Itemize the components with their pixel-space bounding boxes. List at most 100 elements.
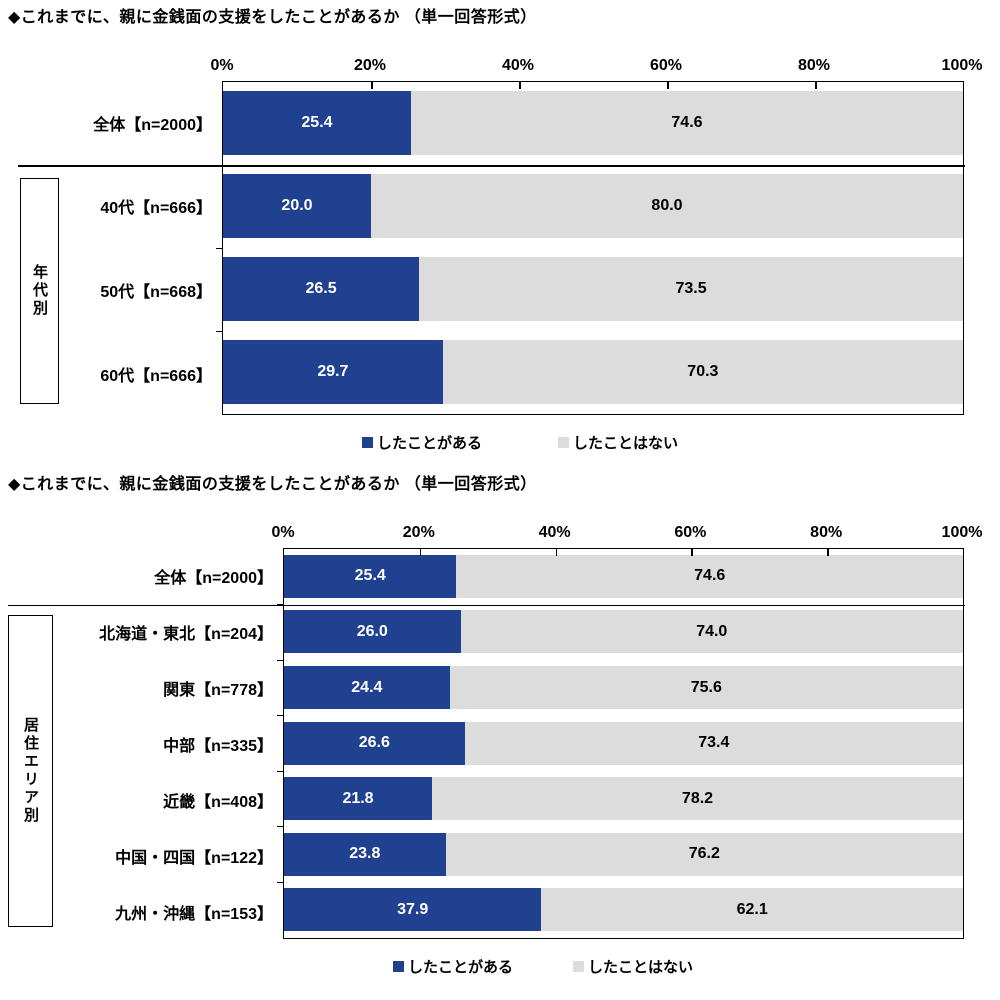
- bar-row: 20.0 80.0: [223, 165, 963, 248]
- bar-segment-no: 80.0: [371, 174, 963, 239]
- group-label-box: 年代別: [20, 177, 59, 404]
- bar-segment-no: 76.2: [445, 832, 963, 876]
- bar-segment-no: 74.0: [460, 610, 963, 654]
- bar-value-label: 26.0: [356, 622, 388, 640]
- chart-body: 0% 20% 40% 60% 80% 100% 全体【n=2000】 北海道・東北【n=20…: [8, 516, 982, 940]
- axis-tick-label: 0%: [210, 56, 234, 74]
- x-axis: 0% 20% 40% 60% 80% 100%: [271, 516, 982, 548]
- category-tick-mark: [277, 659, 284, 661]
- chart-canvas: 全体【n=2000】 北海道・東北【n=204】 関東【n=778】 中部【n=335…: [8, 547, 970, 940]
- bar-row: 21.8 78.2: [284, 771, 963, 827]
- category-tick-mark: [277, 770, 284, 772]
- bar-segment-no: 73.5: [419, 257, 963, 322]
- axis-tick-label: 20%: [353, 56, 387, 74]
- legend-label-no: したことはない: [573, 434, 679, 452]
- category-label: 50代【n=668】: [100, 284, 212, 302]
- bar-value-label: 73.5: [675, 280, 707, 298]
- legend: したことがある したことはない: [8, 956, 970, 977]
- bar-segment-no: 73.4: [464, 721, 963, 765]
- bar-segment-no: 74.6: [456, 554, 963, 598]
- bar-segment-yes: 26.0: [284, 610, 461, 654]
- bar-value-label: 21.8: [342, 789, 374, 807]
- stacked-bar: 26.6 73.4: [284, 721, 963, 765]
- bar-value-label: 74.0: [696, 622, 728, 640]
- bar-value-label: 70.3: [687, 363, 719, 381]
- bar-row: 25.4 74.6: [284, 549, 963, 605]
- bar-row: 25.4 74.6: [223, 82, 963, 165]
- axis-tick-mark: [519, 81, 521, 89]
- legend: したことがある したことはない: [8, 432, 970, 453]
- survey-report-page: ◆これまでに、親に金銭面の支援をしたことがあるか （単一回答形式） 0% 20% 4…: [8, 9, 982, 977]
- category-label: 九州・沖縄【n=153】: [115, 905, 273, 923]
- bar-value-label: 76.2: [688, 845, 720, 863]
- bar-value-label: 75.6: [690, 678, 722, 696]
- stacked-bar: 26.5 73.5: [223, 257, 963, 322]
- bar-value-label: 24.4: [351, 678, 383, 696]
- bar-segment-yes: 26.6: [284, 721, 465, 765]
- stacked-bar: 25.4 74.6: [284, 554, 963, 598]
- bar-segment-yes: 26.5: [223, 257, 420, 322]
- axis-tick-mark: [667, 81, 669, 89]
- bar-segment-no: 62.1: [541, 888, 963, 932]
- category-label: 中部【n=335】: [163, 737, 273, 755]
- axis-tick-label: 40%: [501, 56, 535, 74]
- stacked-bar: 29.7 70.3: [223, 340, 963, 405]
- axis-tick-label: 60%: [674, 523, 707, 541]
- bar-segment-yes: 23.8: [284, 832, 446, 876]
- bar-segment-yes: 21.8: [284, 777, 433, 821]
- legend-swatch-no-icon: [573, 960, 585, 972]
- category-label: 全体【n=2000】: [93, 116, 212, 134]
- axis-tick-label: 100%: [941, 56, 983, 74]
- stacked-bar: 25.4 74.6: [223, 91, 963, 156]
- plot-area: 25.4 74.6 20.0 80.0 26.5 73.5 29.7 70.3: [216, 80, 964, 415]
- bar-row: 37.9 62.1: [284, 882, 963, 938]
- group-label-box: 居住エリア別: [8, 615, 53, 927]
- bar-value-label: 78.2: [681, 789, 714, 807]
- category-label: 40代【n=666】: [100, 200, 212, 218]
- bar-value-label: 74.6: [694, 567, 726, 585]
- bar-row: 29.7 70.3: [223, 331, 963, 414]
- axis-tick-mark: [827, 548, 829, 556]
- bar-segment-no: 70.3: [442, 340, 963, 405]
- chart-title: ◆これまでに、親に金銭面の支援をしたことがあるか （単一回答形式）: [8, 475, 537, 493]
- bar-value-label: 29.7: [317, 363, 349, 381]
- category-labels: 全体【n=2000】 北海道・東北【n=204】 関東【n=778】 中部【n=335…: [8, 548, 283, 940]
- axis-tick-mark: [371, 81, 373, 89]
- x-axis: 0% 20% 40% 60% 80% 100%: [210, 49, 982, 81]
- chart-title: ◆これまでに、親に金銭面の支援をしたことがあるか （単一回答形式）: [8, 9, 537, 26]
- bar-value-label: 80.0: [651, 197, 683, 215]
- category-label: 北海道・東北【n=204】: [99, 625, 273, 643]
- bar-segment-no: 75.6: [449, 666, 963, 710]
- legend-swatch-yes-icon: [393, 960, 404, 972]
- legend-label-yes: したことがある: [377, 434, 483, 452]
- stacked-bar: 21.8 78.2: [284, 777, 963, 821]
- axis-tick-label: 80%: [797, 56, 831, 74]
- bar-segment-yes: 25.4: [284, 554, 457, 598]
- group-separator-line: [8, 604, 965, 607]
- legend-swatch-no-icon: [558, 436, 570, 448]
- legend-swatch-yes-icon: [362, 436, 373, 448]
- stacked-bar: 37.9 62.1: [284, 888, 963, 932]
- bar-segment-yes: 29.7: [223, 340, 443, 405]
- axis-tick-label: 80%: [810, 523, 843, 541]
- bar-value-label: 26.5: [305, 280, 337, 298]
- stacked-bar: 26.0 74.0: [284, 610, 963, 654]
- bar-row: 23.8 76.2: [284, 826, 963, 882]
- category-tick-mark: [277, 882, 284, 884]
- bar-row: 26.6 73.4: [284, 715, 963, 771]
- legend-label-yes: したことがある: [408, 958, 514, 976]
- axis-tick-label: 20%: [402, 523, 435, 541]
- bar-segment-yes: 20.0: [223, 174, 371, 239]
- chart-canvas: 全体【n=2000】 40代【n=666】 50代【n=668】 60代【n=666】…: [8, 80, 970, 416]
- bar-value-label: 74.6: [671, 114, 703, 132]
- bar-segment-no: 78.2: [432, 777, 963, 821]
- stacked-bar: 24.4 75.6: [284, 666, 963, 710]
- bar-value-label: 20.0: [281, 197, 313, 215]
- axis-tick-mark: [815, 81, 817, 89]
- stacked-bar: 20.0 80.0: [223, 174, 963, 239]
- category-label: 近畿【n=408】: [163, 793, 273, 811]
- bar-value-label: 73.4: [698, 734, 730, 752]
- bar-segment-yes: 25.4: [223, 91, 411, 156]
- category-label: 関東【n=778】: [163, 681, 273, 699]
- axis-tick-mark: [419, 548, 422, 556]
